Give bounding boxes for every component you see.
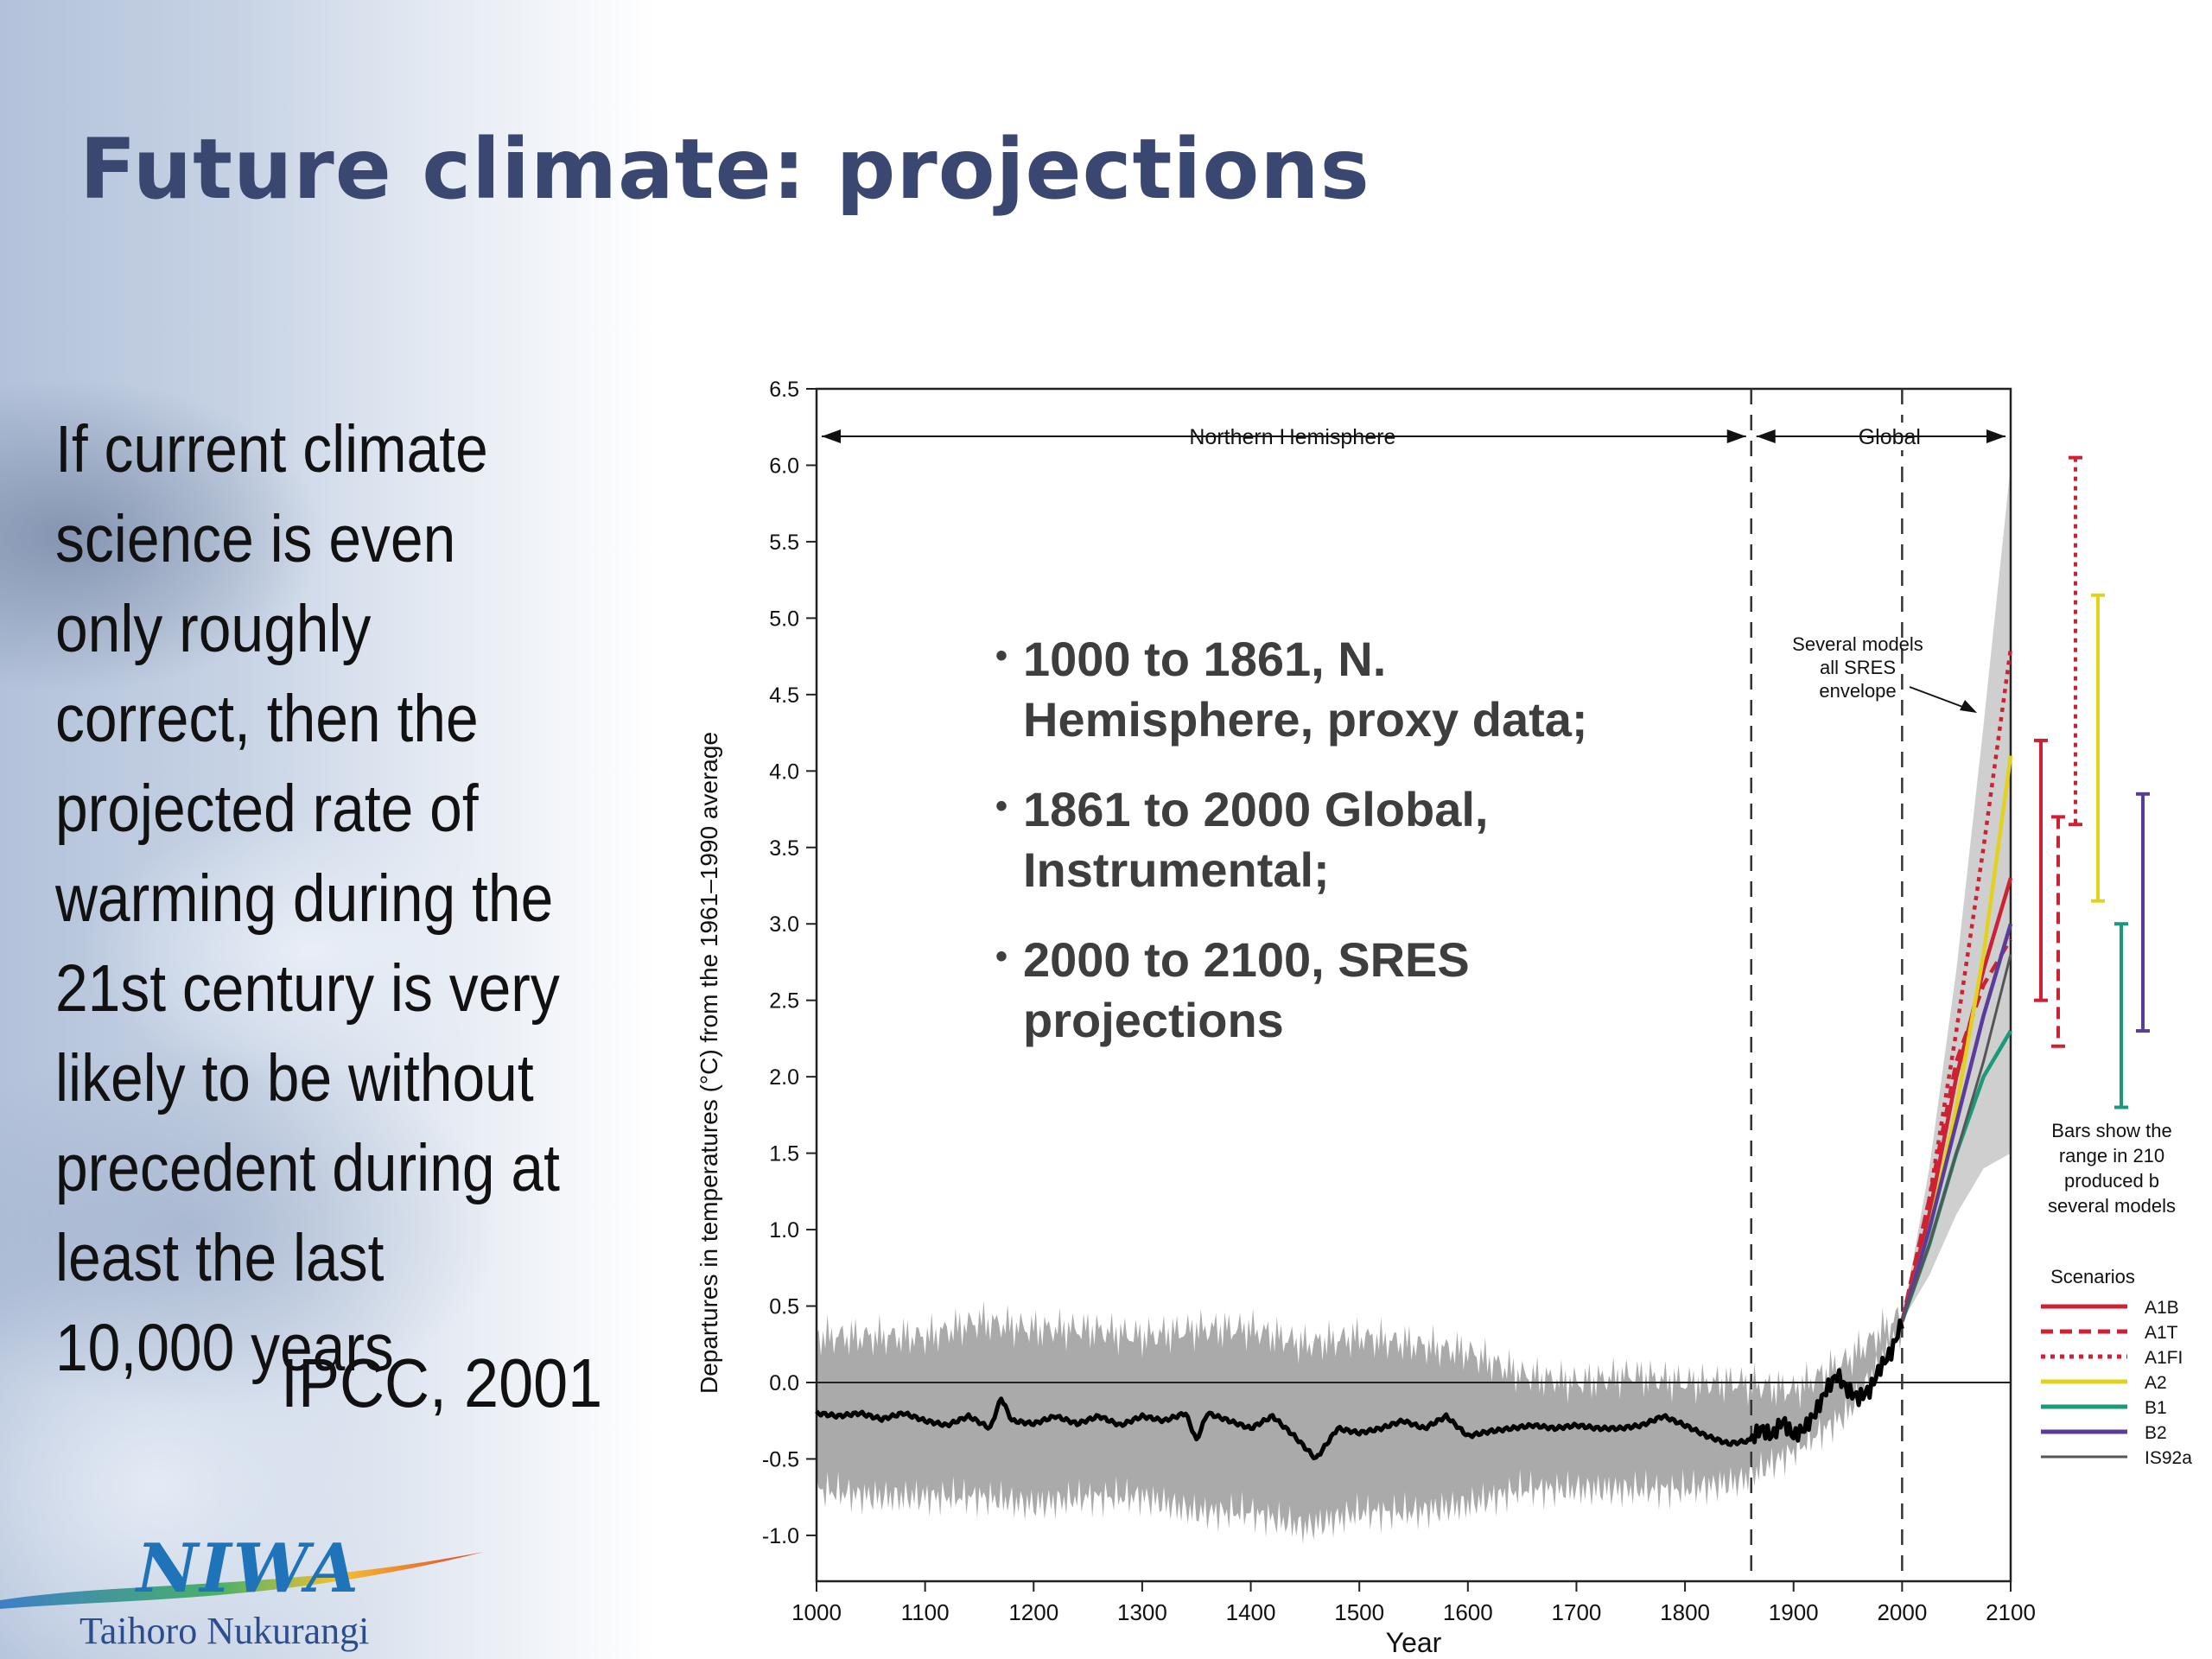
bullet-item: 1861 to 2000 Global, Instrumental; bbox=[992, 776, 1666, 900]
period-label-layer: Northern Hemisphere Global bbox=[822, 423, 2005, 450]
legend-label-a1t: A1T bbox=[2145, 1323, 2178, 1343]
period-dividers bbox=[1750, 389, 1904, 1581]
logo-swoosh bbox=[0, 1552, 484, 1609]
envelope-pointer-head bbox=[1960, 700, 1977, 713]
ipcc-quote: If current climate science is even only … bbox=[55, 412, 560, 1385]
uncertainty-band-layer bbox=[817, 1300, 1903, 1544]
projection-series-layer bbox=[1900, 648, 2013, 1322]
legend-label-a1b: A1B bbox=[2145, 1298, 2179, 1318]
niwa-logo: NIWA Taihoro Nukurangi bbox=[0, 1529, 518, 1659]
y-tick-label: 2.0 bbox=[769, 1065, 799, 1090]
series-line-a1b bbox=[1900, 877, 2013, 1322]
global-arrow-line-head-right bbox=[1986, 429, 2005, 443]
projection-envelope-layer bbox=[1902, 465, 2011, 1322]
observed-line bbox=[815, 1318, 1904, 1461]
northern-arrow-line-head-left bbox=[822, 429, 841, 443]
legend-label-a1fi: A1FI bbox=[2145, 1348, 2183, 1368]
x-tick-label: 2100 bbox=[1986, 1599, 2036, 1625]
legend-label-a2: A2 bbox=[2145, 1373, 2167, 1393]
bars-annotation: Bars show the bbox=[2051, 1120, 2171, 1141]
background-photo-panel bbox=[0, 0, 657, 1659]
bullet-item: 1000 to 1861, N. Hemisphere, proxy data; bbox=[992, 626, 1666, 750]
x-tick-label: 1200 bbox=[1008, 1599, 1058, 1625]
y-tick-label: -0.5 bbox=[762, 1447, 799, 1471]
y-tick-label: 1.0 bbox=[769, 1218, 799, 1243]
legend: Scenarios A1B A1T A1FI A2 B1 B2 IS92a bbox=[2041, 1266, 2192, 1468]
series-line-a1t bbox=[1900, 938, 2012, 1322]
y-tick-label: 4.0 bbox=[769, 760, 799, 784]
uncertainty-band bbox=[817, 1300, 1903, 1544]
x-tick-label: 1400 bbox=[1226, 1599, 1276, 1625]
x-axis-label: Year bbox=[1386, 1627, 1442, 1658]
bars-annotation: produced b bbox=[2064, 1170, 2159, 1192]
bars-annotation: range in 210 bbox=[2059, 1145, 2164, 1166]
global-arrow-line-head-left bbox=[1756, 429, 1776, 443]
bullet-list: 1000 to 1861, N. Hemisphere, proxy data;… bbox=[992, 626, 1666, 1080]
bullet-item: 2000 to 2100, SRES projections bbox=[992, 926, 1666, 1051]
x-tick-label: 1600 bbox=[1443, 1599, 1493, 1625]
range-bars-layer: Bars show the range in 210 produced b sev… bbox=[2034, 455, 2176, 1217]
envelope-annotation: all SRES bbox=[1820, 657, 1896, 678]
x-tick-label: 1700 bbox=[1552, 1599, 1602, 1625]
x-tick-label: 1000 bbox=[791, 1599, 842, 1625]
x-tick-label: 2000 bbox=[1877, 1599, 1927, 1625]
legend-title: Scenarios bbox=[2050, 1266, 2135, 1287]
y-tick-label: 5.5 bbox=[769, 531, 799, 555]
x-tick-label: 1500 bbox=[1334, 1599, 1384, 1625]
y-tick-label: 1.5 bbox=[769, 1142, 799, 1166]
y-tick-label: 6.0 bbox=[769, 454, 799, 478]
observed-series-layer bbox=[815, 1318, 1904, 1461]
y-tick-label: 2.5 bbox=[769, 989, 799, 1014]
y-tick-label: 4.5 bbox=[769, 683, 799, 708]
series-line-b2 bbox=[1900, 923, 2013, 1322]
y-tick-label: -1.0 bbox=[762, 1524, 799, 1548]
y-tick-label: 3.5 bbox=[769, 836, 799, 861]
page-title: Future climate: projections bbox=[79, 121, 1370, 218]
legend-label-b1: B1 bbox=[2145, 1398, 2167, 1418]
envelope-annotation: envelope bbox=[1819, 680, 1896, 702]
plot-frame bbox=[815, 387, 2012, 1583]
series-line-a1fi bbox=[1900, 648, 2013, 1322]
y-axis-label: Departures in temperatures (°C) from the… bbox=[696, 732, 722, 1394]
envelope-annotation: Several models bbox=[1792, 633, 1923, 655]
legend-label-b2: B2 bbox=[2145, 1423, 2167, 1443]
bars-annotation: several models bbox=[2048, 1195, 2176, 1217]
northern-arrow-line-head-right bbox=[1726, 429, 1746, 443]
citation: IPCC, 2001 bbox=[281, 1344, 603, 1421]
legend-label-is92a: IS92a bbox=[2145, 1448, 2192, 1468]
envelope-pointer bbox=[1909, 686, 1973, 711]
logo-wordmark: NIWA bbox=[137, 1529, 360, 1608]
y-tick-label: 6.5 bbox=[769, 378, 799, 402]
y-tick-label: 3.0 bbox=[769, 912, 799, 937]
x-tick-label: 1800 bbox=[1660, 1599, 1710, 1625]
y-tick-label: 5.0 bbox=[769, 607, 799, 631]
series-line-is92a bbox=[1900, 954, 2012, 1322]
x-tick-label: 1300 bbox=[1117, 1599, 1167, 1625]
chart-frame-layer bbox=[815, 387, 2012, 1583]
x-tick-label: 1100 bbox=[901, 1599, 950, 1625]
y-tick-label: 0.5 bbox=[769, 1295, 799, 1319]
y-tick-label: 0.0 bbox=[769, 1371, 799, 1395]
projection-envelope bbox=[1902, 465, 2011, 1322]
x-tick-label: 1900 bbox=[1769, 1599, 1819, 1625]
logo-subtitle: Taihoro Nukurangi bbox=[79, 1610, 370, 1652]
axes-layer: 1000 1100 1200 1300 1400 1500 1600 1700 1800 1900… bbox=[762, 378, 2036, 1625]
